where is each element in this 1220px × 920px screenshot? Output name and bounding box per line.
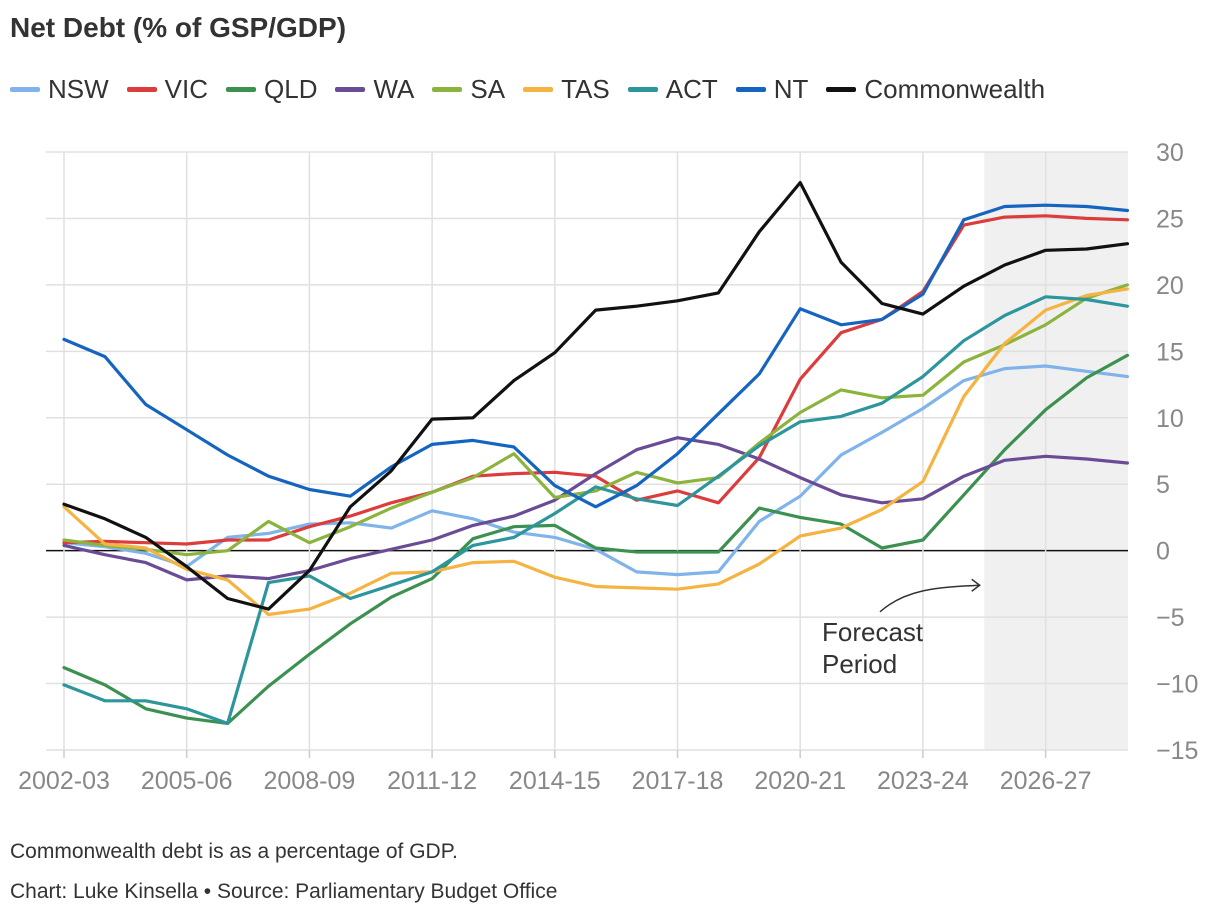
y-tick-label: −10	[1156, 671, 1198, 699]
chart-note: Commonwealth debt is as a percentage of …	[10, 840, 458, 863]
legend-swatch	[10, 87, 40, 92]
y-tick-label: 20	[1156, 272, 1184, 300]
legend-label: VIC	[164, 74, 209, 104]
series-line-tas	[62, 287, 1130, 617]
legend-swatch	[523, 87, 554, 92]
legend-label: NSW	[48, 74, 109, 104]
legend-item-commonwealth: Commonwealth	[826, 74, 1045, 105]
legend-label: WA	[373, 74, 415, 104]
annotation-arrow	[879, 584, 980, 613]
legend-label: Commonwealth	[864, 74, 1046, 104]
line-chart: 30 25 20 15 10 5 0 −5 −10 −15 2002-03 2005-06 2008-0…	[18, 139, 1198, 795]
y-tick-label: −15	[1156, 737, 1198, 765]
series-line-nt	[62, 203, 1130, 509]
chart-legend: NSW VIC QLD WA SA TAS ACT NT Commonwealth	[10, 74, 1063, 105]
legend-label: QLD	[264, 74, 318, 104]
legend-item-qld: QLD	[226, 74, 317, 105]
x-tick-label: 2017-18	[632, 767, 724, 795]
legend-label: SA	[470, 74, 506, 104]
legend-swatch	[335, 87, 366, 92]
x-tick-label: 2023-24	[877, 767, 969, 795]
y-tick-label: 25	[1156, 205, 1184, 233]
chart-credit: Chart: Luke Kinsella • Source: Parliamen…	[10, 880, 558, 903]
x-tick-label: 2002-03	[18, 767, 110, 795]
x-tick-label: 2011-12	[387, 767, 477, 795]
legend-swatch	[826, 87, 857, 92]
x-tick-label: 2008-09	[264, 767, 356, 795]
y-tick-label: 30	[1156, 139, 1184, 167]
y-tick-label: 10	[1156, 405, 1184, 433]
y-tick-label: 5	[1156, 471, 1170, 499]
series-line-sa	[62, 283, 1130, 557]
legend-item-nsw: NSW	[10, 74, 109, 105]
x-tick-label: 2005-06	[141, 767, 233, 795]
annotation-text: Period	[822, 649, 897, 679]
annotation-text: Forecast	[822, 617, 924, 647]
legend-item-vic: VIC	[126, 74, 209, 105]
chart-title: Net Debt (% of GSP/GDP)	[10, 12, 347, 43]
legend-swatch	[226, 87, 257, 92]
legend-label: ACT	[665, 74, 718, 104]
legend-item-act: ACT	[627, 74, 718, 105]
legend-swatch	[432, 87, 463, 92]
legend-item-sa: SA	[432, 74, 505, 105]
x-tick-label: 2026-27	[1000, 767, 1092, 795]
annotation-arrowhead	[971, 578, 981, 592]
x-tick-label: 2020-21	[754, 767, 846, 795]
y-tick-label: 15	[1156, 338, 1184, 366]
y-tick-label: −5	[1156, 604, 1185, 632]
legend-label: NT	[773, 74, 809, 104]
legend-swatch	[627, 87, 658, 92]
series-line-commonwealth	[62, 180, 1130, 611]
series-line-wa	[62, 436, 1130, 582]
legend-swatch	[126, 87, 157, 92]
series-line-act	[62, 295, 1130, 726]
forecast-shading	[984, 152, 1128, 750]
legend-label: TAS	[561, 74, 610, 104]
x-tick-label: 2014-15	[509, 767, 601, 795]
series-line-nsw	[62, 364, 1130, 577]
legend-item-tas: TAS	[523, 74, 610, 105]
series-line-qld	[62, 353, 1130, 726]
legend-item-wa: WA	[335, 74, 414, 105]
legend-swatch	[735, 87, 766, 92]
legend-item-nt: NT	[735, 74, 809, 105]
y-tick-label: 0	[1156, 538, 1170, 566]
